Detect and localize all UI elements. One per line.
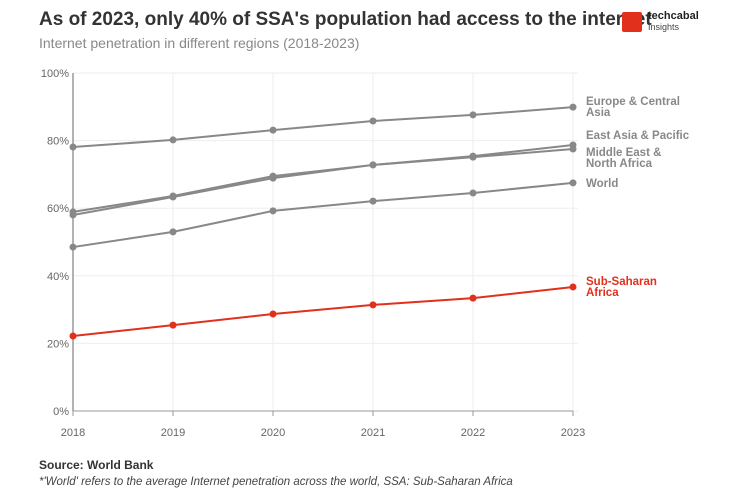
data-point: [269, 126, 277, 134]
data-point: [369, 301, 377, 309]
series-label: Asia: [586, 107, 611, 119]
line-chart: 0% 20% 40% 60% 80% 100% 2018 2019 2020 2021 2022 20…: [41, 68, 690, 439]
series-label: Africa: [586, 287, 619, 299]
data-point: [269, 310, 277, 318]
logo-text: techcabal: [648, 10, 699, 22]
techcabal-logo: techcabal Insights: [622, 11, 699, 32]
data-point: [469, 189, 477, 197]
data-point: [169, 228, 177, 236]
logo-subtext: Insights: [648, 22, 680, 32]
data-point: [469, 294, 477, 302]
series-line: [72, 285, 574, 337]
data-point: [69, 143, 77, 151]
y-tick-label: 40%: [47, 271, 69, 283]
data-point: [369, 117, 377, 125]
data-point: [369, 197, 377, 205]
x-tick-label: 2018: [61, 427, 85, 439]
y-tick-label: 20%: [47, 338, 69, 350]
series-line: [72, 181, 574, 249]
data-point: [69, 211, 77, 219]
logo-icon: [622, 11, 642, 32]
y-tick-label: 100%: [41, 68, 69, 80]
data-point: [569, 103, 577, 111]
data-point: [569, 179, 577, 187]
series-label: North Africa: [586, 158, 653, 170]
source-text: Source: World Bank: [39, 458, 154, 472]
data-point: [569, 145, 577, 153]
data-point: [169, 193, 177, 201]
series-label: Sub-Saharan: [586, 276, 657, 288]
data-point: [569, 283, 577, 291]
data-point: [169, 136, 177, 144]
data-point: [169, 321, 177, 329]
x-tick-label: 2022: [461, 427, 485, 439]
chart-title: As of 2023, only 40% of SSA's population…: [39, 9, 652, 30]
series-label: World: [586, 178, 618, 190]
series-line: [72, 106, 574, 149]
data-point: [469, 111, 477, 119]
x-tick-label: 2019: [161, 427, 185, 439]
footnote: *'World' refers to the average Internet …: [39, 476, 513, 488]
data-point: [69, 243, 77, 251]
series-label: East Asia & Pacific: [586, 130, 690, 142]
series-label: Europe & Central: [586, 96, 680, 108]
y-tick-label: 80%: [47, 136, 69, 148]
y-tick-label: 0%: [53, 406, 69, 418]
x-tick-label: 2023: [561, 427, 585, 439]
series-line: [72, 144, 574, 213]
x-tick-label: 2021: [361, 427, 385, 439]
data-point: [69, 332, 77, 340]
x-tick-label: 2020: [261, 427, 285, 439]
series-line: [72, 148, 574, 216]
data-point: [369, 161, 377, 169]
data-point: [269, 207, 277, 215]
chart-subtitle: Internet penetration in different region…: [39, 35, 360, 51]
y-tick-label: 60%: [47, 203, 69, 215]
data-point: [469, 153, 477, 161]
data-point: [269, 174, 277, 182]
series-label: Middle East &: [586, 147, 661, 159]
